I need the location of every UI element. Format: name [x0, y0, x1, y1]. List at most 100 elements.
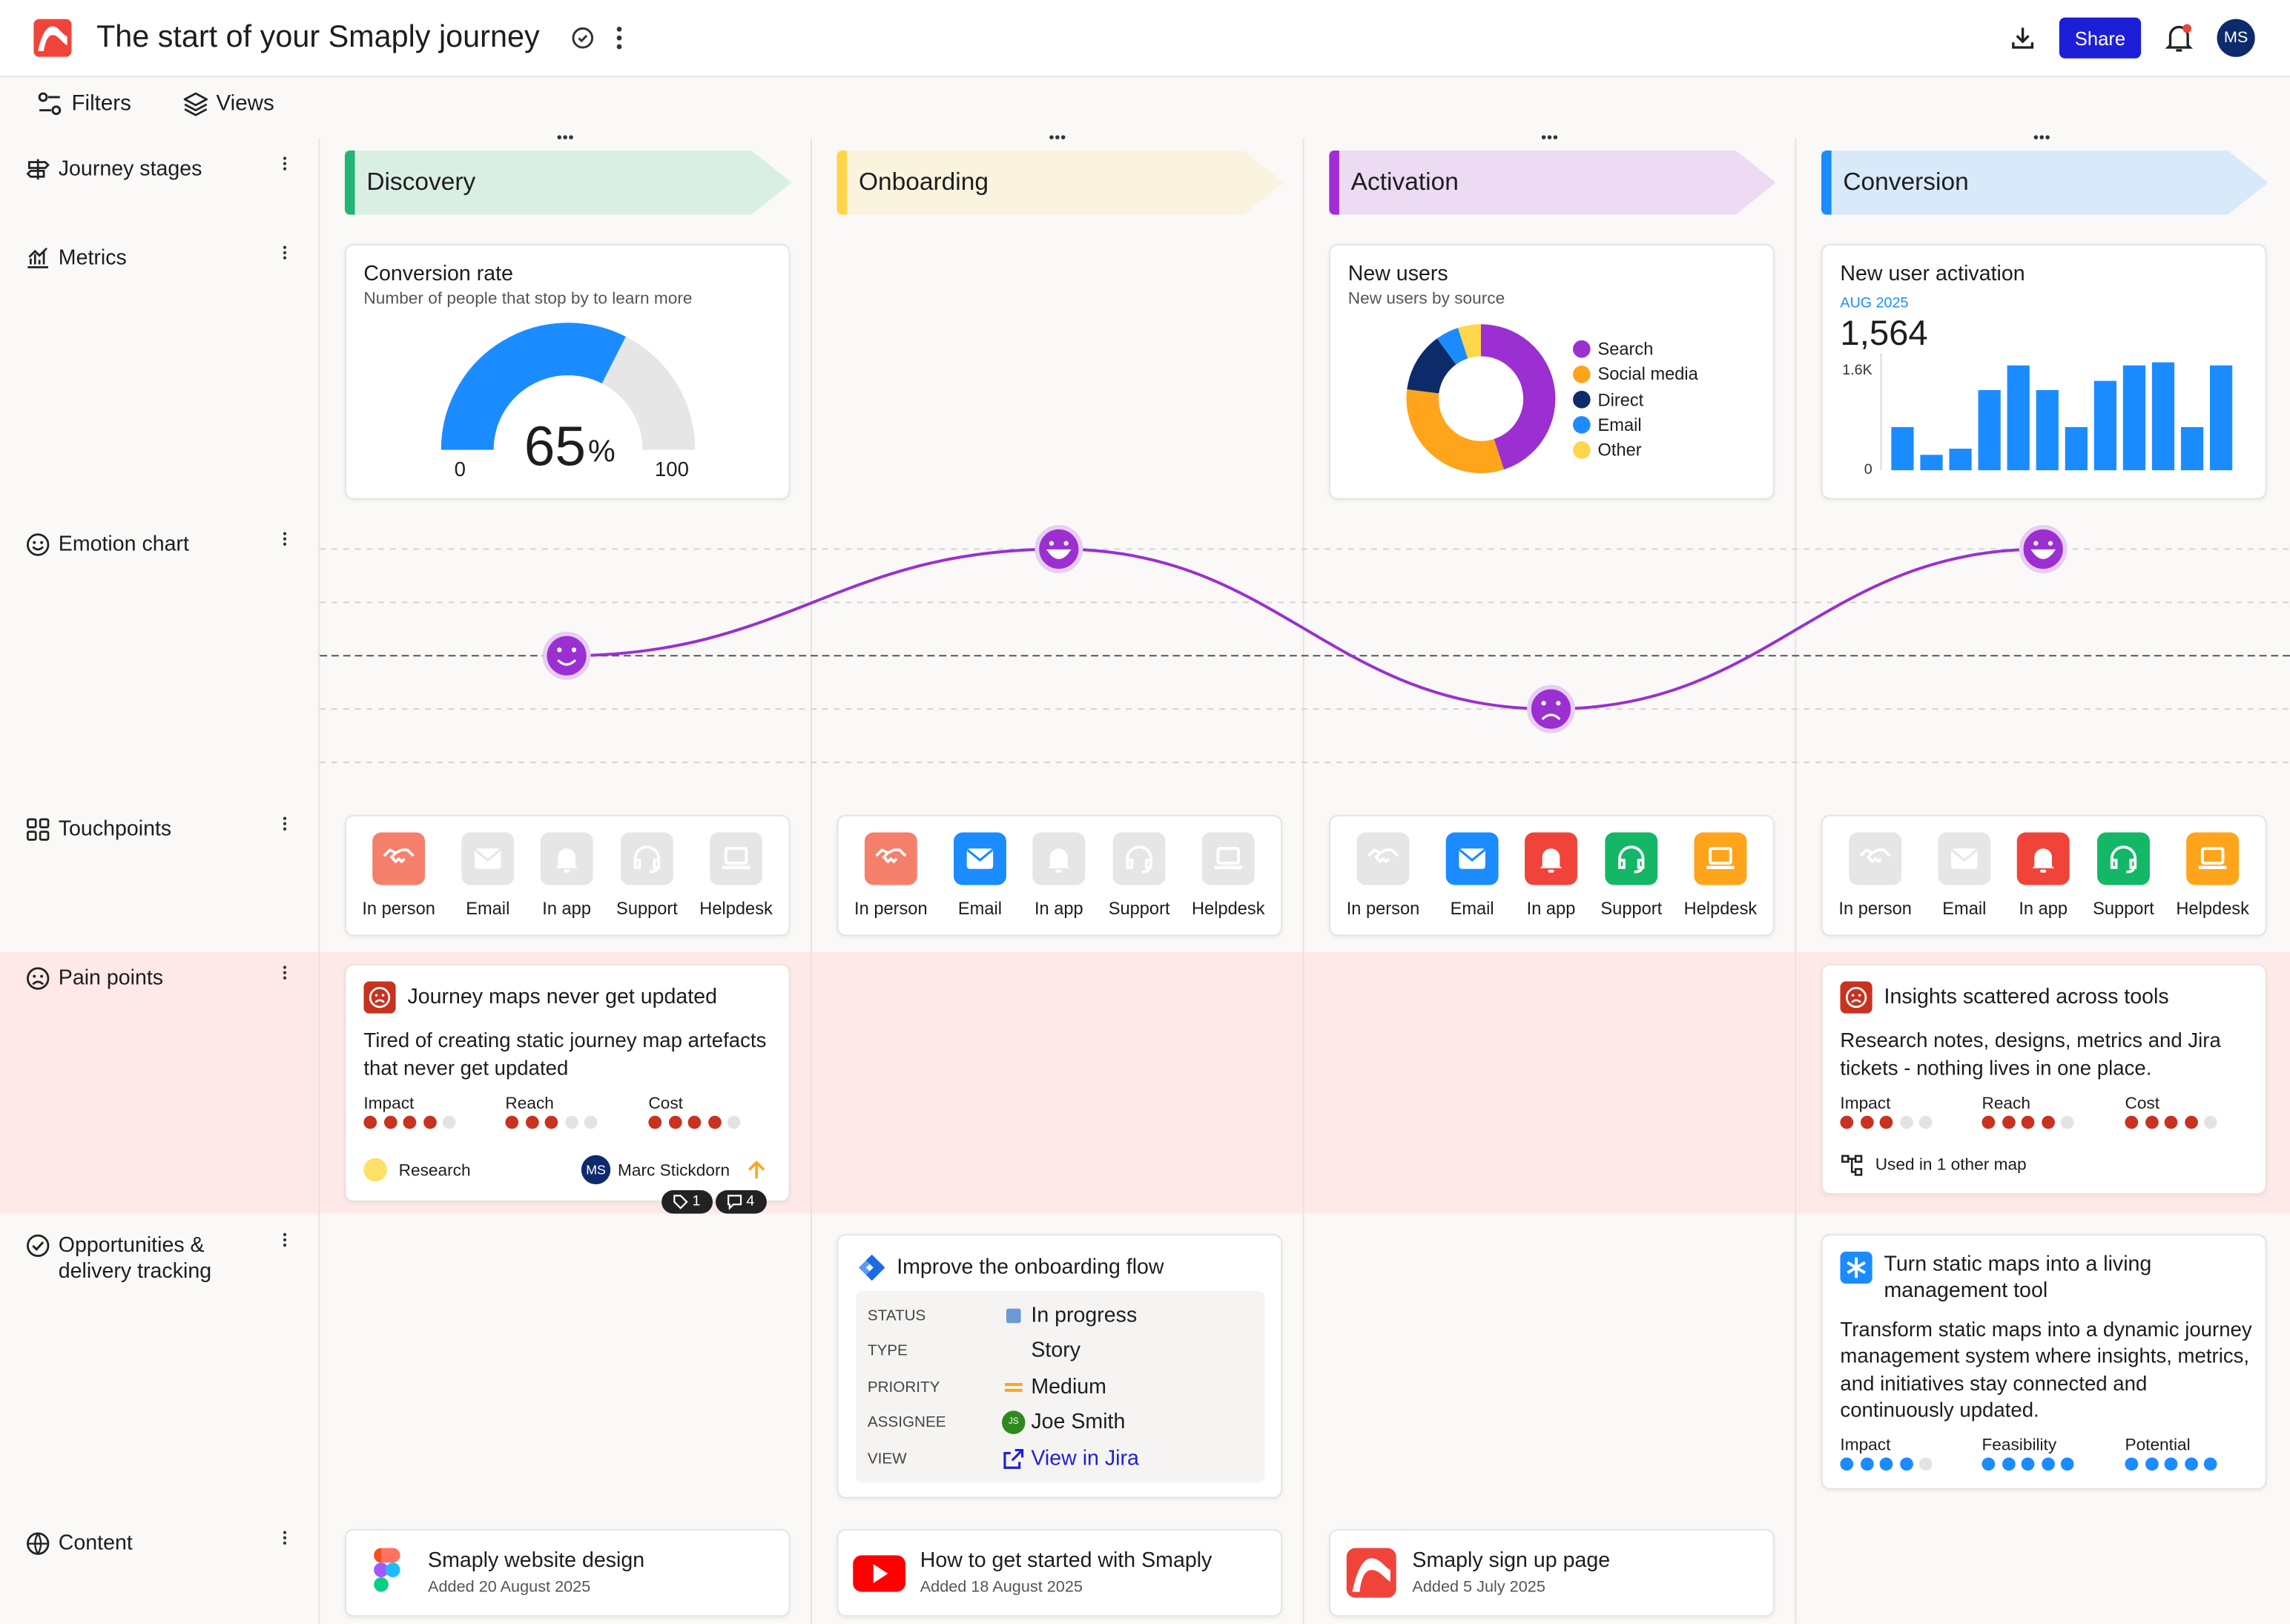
touchpoint-icon[interactable] [1201, 832, 1255, 885]
pain-point-card[interactable]: Journey maps never get updated Tired of c… [344, 963, 791, 1214]
lane-menu[interactable] [276, 1529, 294, 1547]
touchpoint-glyph [2110, 845, 2137, 874]
face-eye [2033, 541, 2039, 546]
rating-dot [505, 1115, 519, 1129]
touchpoint-glyph [1126, 845, 1152, 874]
icon-part [1709, 847, 1732, 865]
icon-part [374, 1577, 389, 1592]
legend-swatch [1573, 391, 1591, 409]
touchpoint-icon[interactable] [1445, 832, 1499, 885]
icon-part [283, 1541, 287, 1545]
touchpoint-icon[interactable] [1356, 832, 1410, 885]
bar [2151, 362, 2175, 471]
rating-dots [1840, 1457, 1942, 1472]
icon-part [633, 845, 661, 874]
touchpoint-icon[interactable] [710, 832, 763, 885]
touchpoint-icon[interactable] [864, 832, 917, 885]
touchpoint-icon[interactable] [372, 832, 426, 885]
touchpoint-icon[interactable] [2097, 832, 2150, 885]
content-card[interactable]: Smaply website design Added 20 August 202… [344, 1528, 791, 1617]
rating-dot [1982, 1457, 1996, 1471]
icon-part [283, 537, 287, 541]
stage-header[interactable]: Conversion [1821, 150, 2268, 215]
stage-name: Onboarding [859, 168, 989, 196]
lane-menu[interactable] [276, 530, 294, 548]
stage-header[interactable]: Onboarding [837, 150, 1284, 215]
icon-part [1841, 1155, 1850, 1163]
jira-card[interactable]: Improve the onboarding flow STATUS In prog… [837, 1234, 1283, 1499]
icon-part [2045, 135, 2050, 139]
jira-link[interactable]: View in Jira [1031, 1446, 1139, 1470]
opportunity-card[interactable]: Turn static maps into a living managemen… [1821, 1234, 2267, 1490]
stage-menu[interactable] [1541, 128, 1559, 146]
lane-menu[interactable] [276, 155, 294, 173]
opportunity-icon [1840, 1251, 1872, 1284]
status-icon[interactable] [571, 26, 595, 50]
touchpoint-icon[interactable] [954, 832, 1006, 885]
lane-menu[interactable] [276, 244, 294, 262]
stage-menu[interactable] [2033, 128, 2050, 146]
notifications-button[interactable] [2165, 22, 2194, 54]
lane-label: Journey stages [58, 157, 202, 182]
lane-menu[interactable] [276, 964, 294, 982]
emotion-point[interactable] [2019, 524, 2068, 573]
metric-subtitle: Number of people that stop by to learn m… [363, 290, 693, 308]
user-avatar[interactable]: MS [2217, 19, 2255, 57]
rating-dot [707, 1115, 721, 1129]
title-menu[interactable] [610, 24, 628, 53]
lane-menu[interactable] [276, 1231, 294, 1249]
emotion-point[interactable] [1526, 684, 1575, 733]
icon-part [2165, 25, 2194, 52]
owner-name: Marc Stickdorn [618, 1162, 730, 1181]
touchpoint-icon[interactable] [1605, 832, 1658, 885]
tag-dot [363, 1158, 387, 1182]
touchpoints-card: In person Email In app Support Helpdesk [837, 814, 1283, 937]
content-title: How to get started with Smaply [920, 1549, 1212, 1574]
icon-part [1060, 135, 1066, 139]
rating-dots [363, 1115, 466, 1131]
touchpoint-icon[interactable] [1112, 832, 1166, 885]
icon-part [1006, 1308, 1021, 1324]
touchpoint-icon[interactable] [1032, 832, 1086, 885]
pain-icon [1840, 981, 1872, 1014]
touchpoint-icon[interactable] [2016, 832, 2070, 885]
rating-dot [2125, 1457, 2139, 1471]
touchpoint-icon[interactable] [1525, 832, 1577, 885]
face-eye [557, 647, 562, 653]
share-button[interactable]: Share [2059, 17, 2142, 59]
assignee-avatar: JS [1002, 1410, 1026, 1435]
lane-label: Metrics [58, 246, 127, 271]
icon-part [283, 1531, 287, 1534]
content-card[interactable]: Smaply sign up page Added 5 July 2025 [1329, 1528, 1775, 1617]
touchpoint-icon[interactable] [620, 832, 673, 885]
download-button[interactable] [2010, 24, 2036, 50]
rating-dot [1840, 1115, 1854, 1129]
usage-icon [1841, 1155, 1863, 1176]
touchpoint-icon[interactable] [1938, 832, 1991, 885]
touchpoint-icon[interactable] [540, 832, 593, 885]
icon-part [1126, 845, 1152, 874]
pain-point-card[interactable]: Insights scattered across tools Research … [1821, 963, 2267, 1195]
comments-badge[interactable]: 4 [716, 1190, 767, 1214]
tags-badge[interactable]: 1 [661, 1190, 713, 1214]
filters-button[interactable]: Filters [71, 91, 131, 116]
stage-menu[interactable] [1049, 128, 1066, 146]
emotion-point[interactable] [542, 631, 591, 680]
stage-accent [837, 150, 848, 215]
touchpoint-icon[interactable] [1849, 832, 1902, 885]
emotion-point[interactable] [1035, 524, 1083, 573]
touchpoint-glyph [383, 848, 415, 863]
lane-menu[interactable] [276, 815, 294, 833]
views-button[interactable]: Views [216, 91, 274, 116]
content-card[interactable]: How to get started with Smaply Added 18 A… [837, 1528, 1283, 1617]
stage-header[interactable]: Discovery [344, 150, 792, 215]
rating-dot [1840, 1457, 1854, 1471]
touchpoint-icon[interactable] [2186, 832, 2240, 885]
y-tick-label: 0 [1864, 462, 1872, 478]
gauge-value-label: 65 [524, 417, 587, 478]
touchpoint-icon[interactable] [461, 832, 515, 885]
logo[interactable] [33, 19, 72, 57]
stage-header[interactable]: Activation [1329, 150, 1776, 215]
touchpoint-icon[interactable] [1694, 832, 1747, 885]
stage-menu[interactable] [556, 128, 574, 146]
